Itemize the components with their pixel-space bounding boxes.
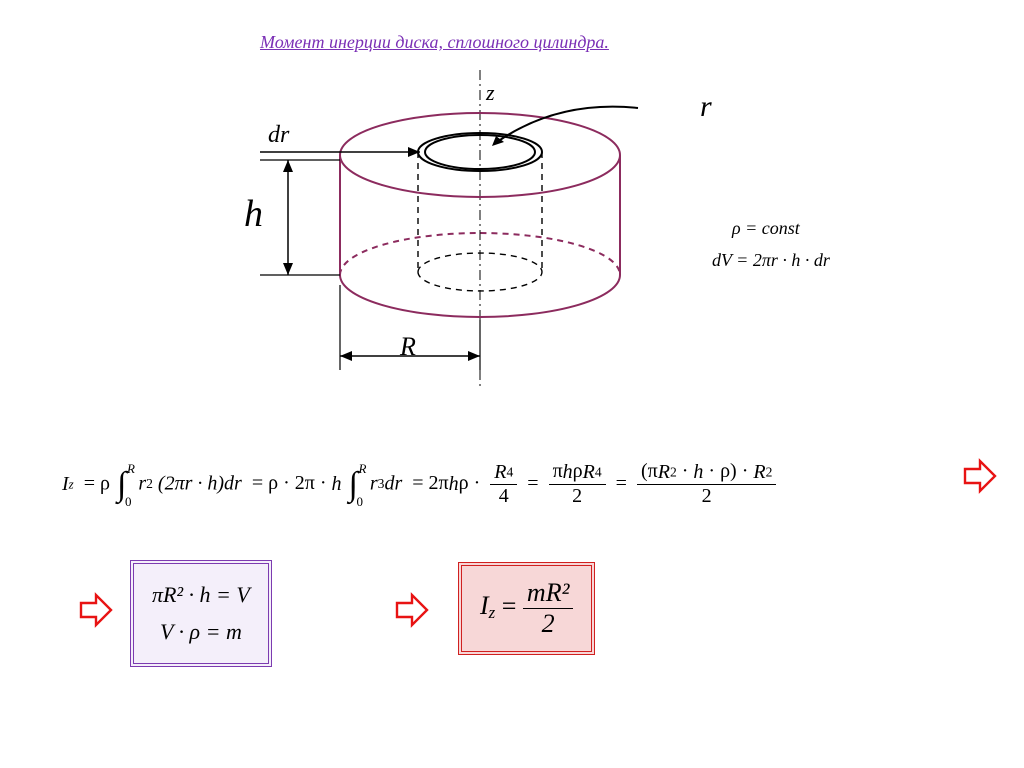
dr-label: dr <box>268 122 289 149</box>
vol-eq: πR² · h = V <box>152 576 250 613</box>
volume-mass-box: πR² · h = V V · ρ = m <box>130 560 272 667</box>
rho-const: ρ = const <box>732 218 800 239</box>
arrow-1 <box>962 458 998 499</box>
R-label-big: R <box>400 332 416 362</box>
dv-eq: dV = 2πr · h · dr <box>712 250 830 271</box>
r-label: r <box>700 90 712 124</box>
result-box: Iz = mR² 2 <box>458 562 595 655</box>
mass-eq: V · ρ = m <box>152 613 250 650</box>
arrow-3 <box>394 592 430 633</box>
h-label: h <box>244 192 263 236</box>
derivation-equation: Iz = ρ ∫R0 r2 (2πr · h)dr = ρ · 2π · h ∫… <box>62 460 776 508</box>
page-title: Момент инерции диска, сплошного цилиндра… <box>260 32 609 53</box>
arrow-2 <box>78 592 114 633</box>
z-axis-label: z <box>486 80 495 106</box>
cylinder-diagram <box>0 60 1024 480</box>
